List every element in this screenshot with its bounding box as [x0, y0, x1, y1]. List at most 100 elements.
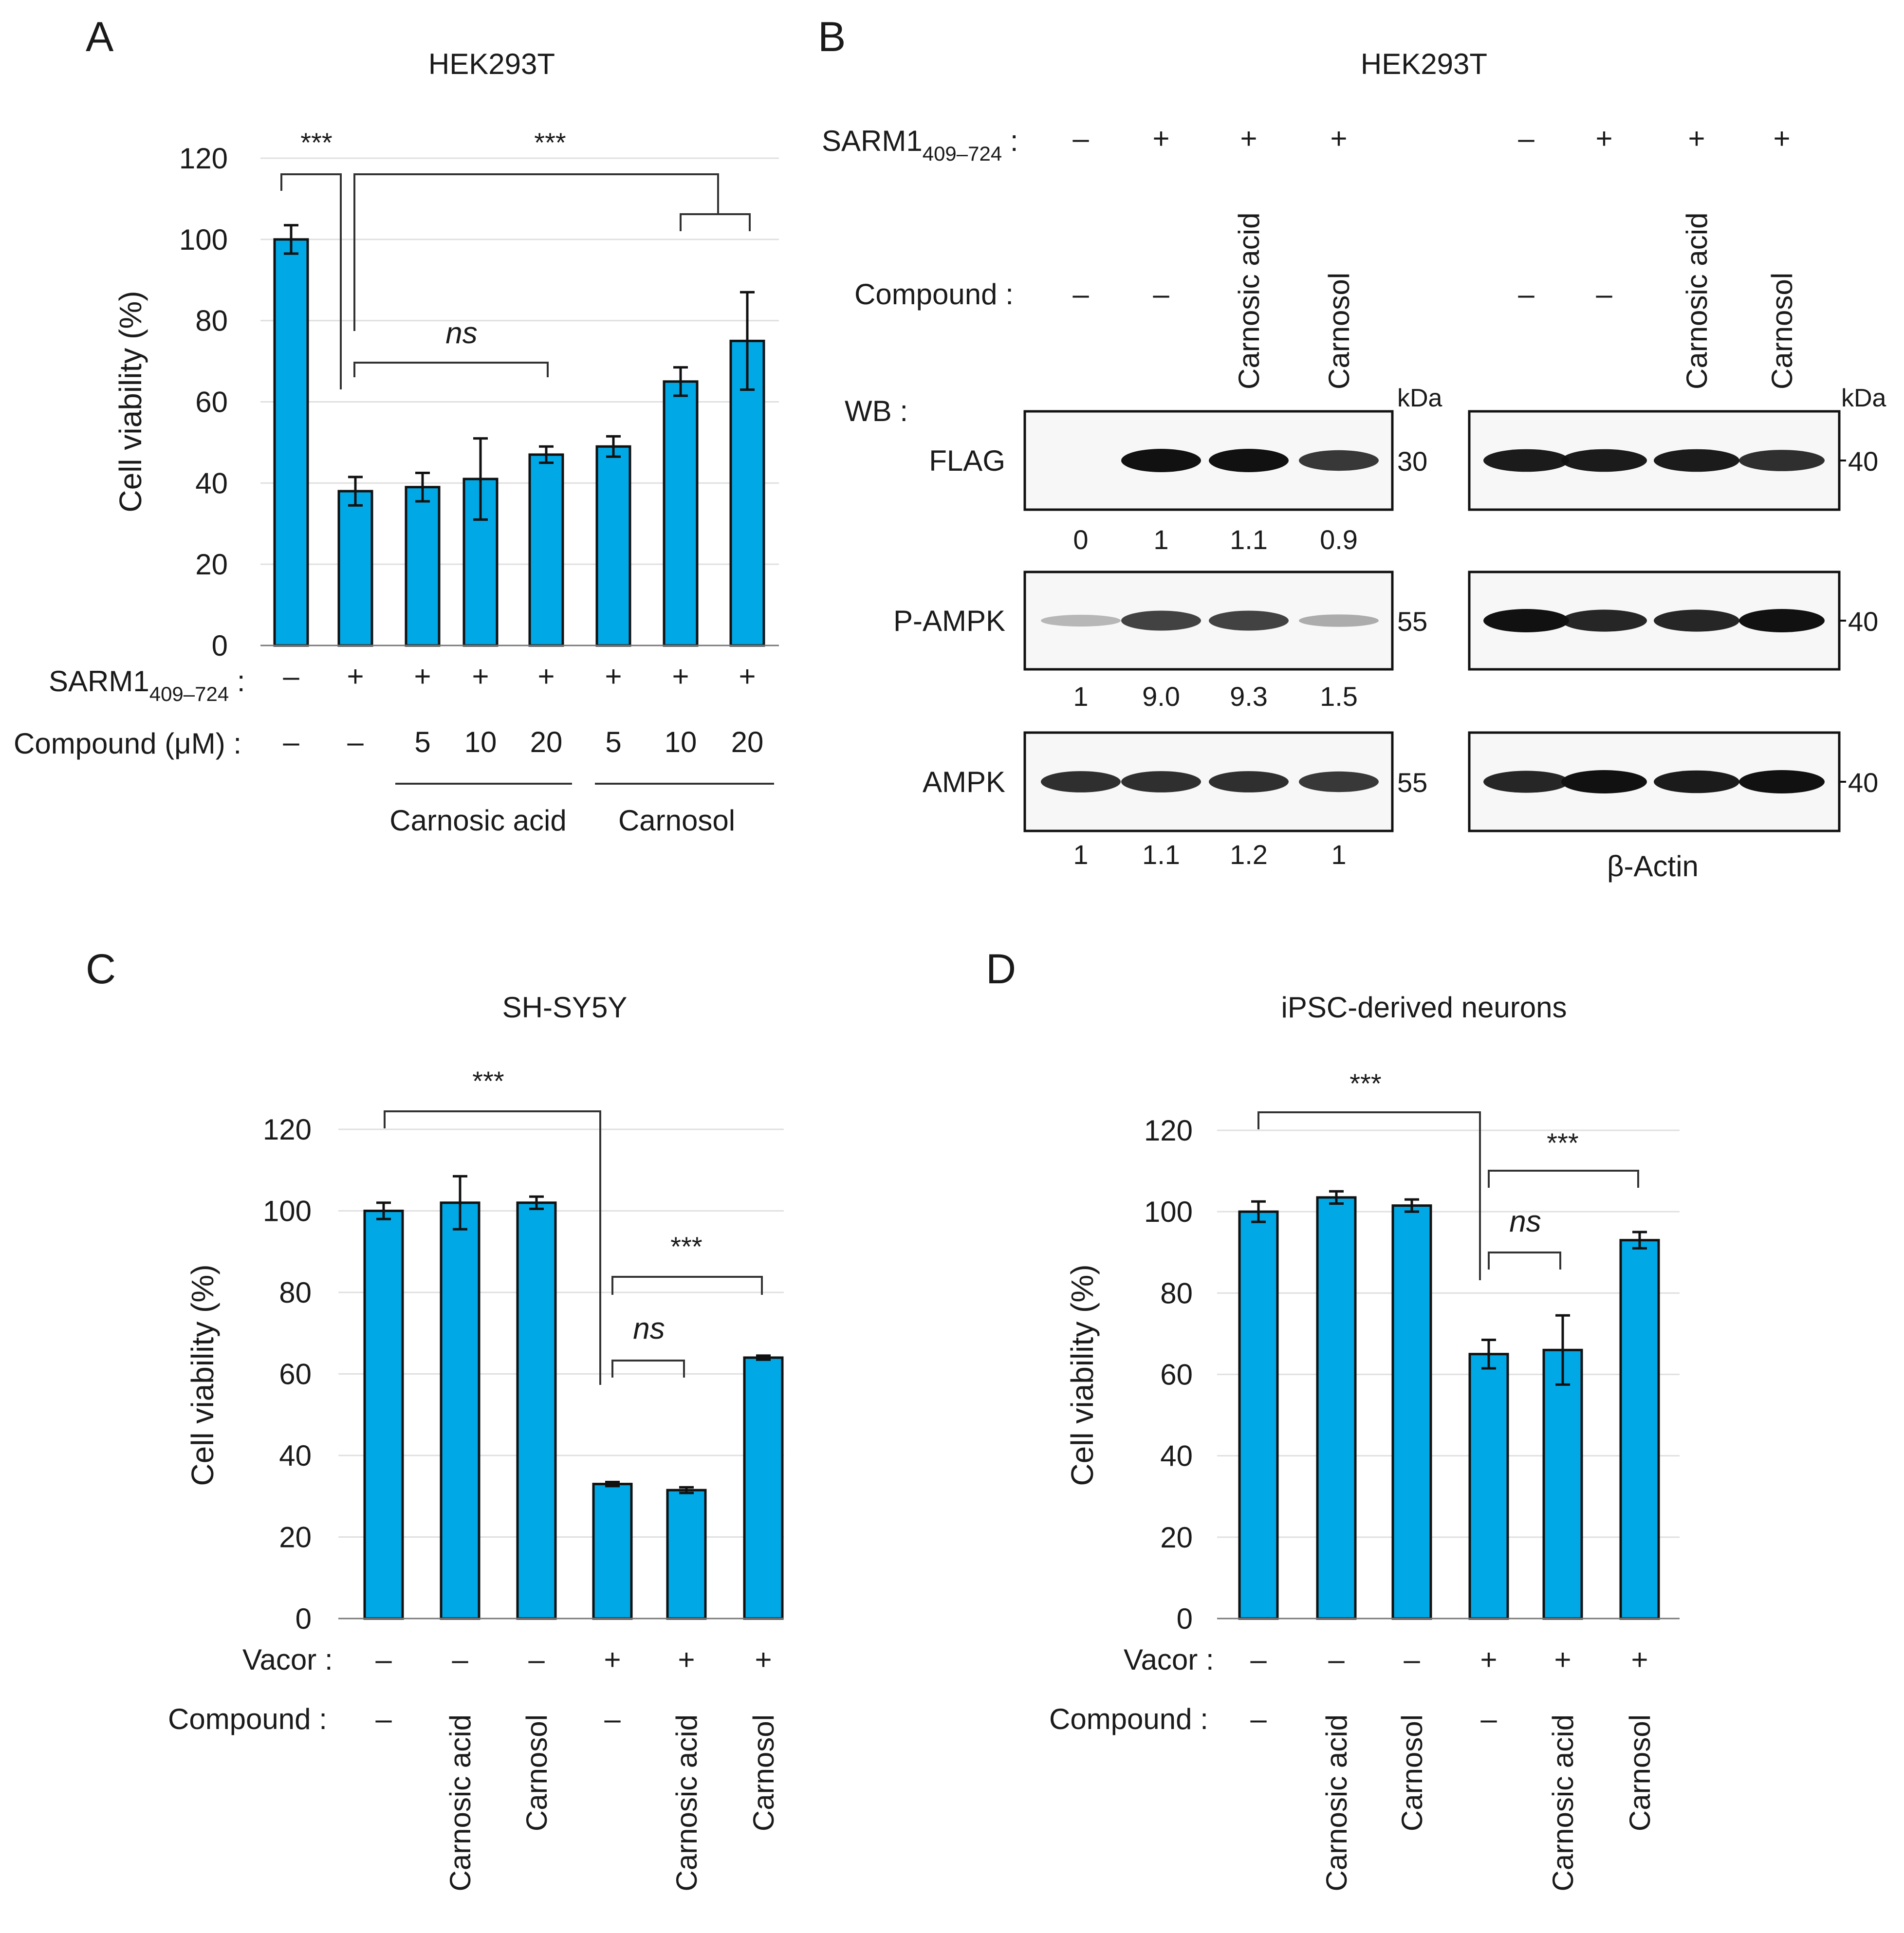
panel-c-bars — [363, 1201, 784, 1620]
panel-d-y-ticks: 0 20 40 60 80 100 120 — [1144, 1114, 1193, 1635]
panel-a-error-bar — [284, 224, 298, 255]
panel-d-error-bar — [1329, 1190, 1344, 1205]
panel-a-row-values: – + + + + + + + – – 5 10 20 5 10 20 — [283, 660, 763, 758]
panel-c-row-value: – — [528, 1643, 545, 1676]
panel-c-sig-2: *** — [670, 1231, 702, 1262]
panel-d-grid — [1217, 1129, 1680, 1538]
panel-d-y-tick-label: 60 — [1160, 1359, 1193, 1391]
panel-b-kda-value: 40 — [1848, 446, 1878, 477]
panel-a-row-value: + — [472, 660, 489, 693]
panel-b-kda-value: 40 — [1848, 606, 1878, 637]
panel-d-bar-chart: D iPSC-derived neurons Cell viability (%… — [986, 946, 1680, 1892]
panel-b-wb-label: WB : — [845, 395, 908, 427]
panel-d-title: iPSC-derived neurons — [1281, 991, 1567, 1024]
panel-d-row-value: – — [1328, 1643, 1345, 1676]
panel-b-sarm1-sign: + — [1773, 122, 1790, 155]
panel-a-row-value: + — [672, 660, 689, 693]
panel-b-kda-right: kDa — [1841, 384, 1886, 412]
panel-b-kda-value: 55 — [1397, 767, 1427, 798]
panel-d-row-value: Carnosol — [1396, 1714, 1428, 1831]
panel-a-bracket-2 — [353, 173, 719, 331]
panel-d-row-value: Carnosol — [1624, 1714, 1656, 1831]
panel-d-bar — [1619, 1239, 1660, 1620]
panel-a-sig-1: *** — [300, 127, 332, 158]
panel-c-row-value: + — [604, 1643, 621, 1676]
panel-b-sarm1-suffix: : — [1002, 125, 1018, 157]
panel-d-brackets — [1257, 1111, 1639, 1280]
panel-c-error-bar — [453, 1175, 467, 1231]
panel-c-sig-ns: ns — [633, 1312, 665, 1345]
panel-b-compound-name: Carnosol — [1766, 273, 1798, 389]
panel-c-error-bar — [605, 1480, 620, 1488]
panel-b-compound-name: Carnosic acid — [1681, 213, 1713, 390]
panel-d-row-value: + — [1554, 1643, 1571, 1676]
panel-b-quant-value: 1.1 — [1142, 839, 1180, 870]
panel-a-brackets — [280, 173, 751, 389]
panel-d-sig-2: *** — [1547, 1127, 1578, 1158]
panel-a-error-bar — [539, 445, 554, 464]
panel-b-compound-name: Carnosol — [1323, 273, 1355, 389]
panel-a-y-tick-label: 40 — [195, 467, 228, 499]
panel-d-bars — [1238, 1196, 1660, 1620]
panel-b-western-blot: B HEK293T SARM1409–724 : Compound : WB :… — [818, 14, 1886, 883]
panel-b-kda-left: kDa — [1397, 384, 1442, 412]
panel-d-error-bar — [1405, 1198, 1419, 1213]
panel-b-band — [1041, 614, 1121, 627]
panel-b-beta-actin-label: β-Actin — [1607, 850, 1699, 883]
panel-d-bracket-1 — [1257, 1111, 1481, 1280]
panel-b-quant-value: 1.2 — [1230, 839, 1268, 870]
panel-d-error-bar — [1632, 1231, 1647, 1250]
panel-b-band — [1561, 449, 1647, 472]
panel-d-vacor-label: Vacor : — [1124, 1643, 1214, 1676]
panel-b-band — [1739, 450, 1825, 471]
panel-b-kda-value: 30 — [1397, 446, 1427, 477]
panel-a-bar — [405, 486, 441, 647]
panel-d-bar — [1542, 1348, 1583, 1620]
panel-b-band — [1299, 614, 1379, 627]
panel-b-band — [1299, 771, 1379, 792]
panel-d-row-value: Carnosic acid — [1547, 1714, 1579, 1892]
panel-c-y-tick-label: 60 — [279, 1358, 312, 1391]
panel-b-band — [1041, 771, 1121, 792]
panel-a-y-axis-label: Cell viability (%) — [113, 291, 148, 512]
panel-c-row-value: + — [678, 1643, 695, 1676]
panel-a-bar — [595, 445, 631, 647]
panel-a-group-carnosol: Carnosol — [618, 804, 735, 837]
panel-b-band — [1121, 771, 1201, 792]
panel-b-quant-value: 1 — [1153, 524, 1168, 555]
panel-a-row-value: + — [739, 660, 756, 693]
panel-a-bracket-ns — [353, 362, 549, 377]
panel-b-quant-value: 0.9 — [1320, 524, 1358, 555]
panel-c-row-values: – – – + + + – Carnosic acid Carnosol – Carnosic ac… — [375, 1643, 780, 1892]
panel-c-bar — [516, 1201, 557, 1620]
panel-a-row-value: – — [283, 726, 299, 758]
panel-b-band — [1121, 610, 1201, 631]
panel-a-sarm1-label: SARM1409–724 : — [49, 665, 245, 705]
panel-a-error-bar — [415, 471, 430, 503]
panel-b-kda-value: 55 — [1397, 606, 1427, 637]
panel-d-letter: D — [986, 946, 1016, 993]
panel-a-row-value: + — [347, 660, 364, 693]
panel-c-y-tick-label: 40 — [279, 1439, 312, 1472]
panel-b-quant-value: 9.0 — [1142, 681, 1180, 712]
panel-b-blot-p-ampk — [1023, 571, 1394, 671]
panel-a-bar-chart: A HEK293T Cell viability (%) 0 20 40 60 80 10… — [14, 14, 779, 837]
panel-a-sarm1-subscript: 409–724 — [149, 682, 229, 705]
panel-b-lane-headers: – + + + – – Carnosic acid Carnosol – + + + – – Carnosi… — [1072, 122, 1798, 389]
panel-c-y-ticks: 0 20 40 60 80 100 120 — [263, 1113, 312, 1635]
panel-c-brackets — [384, 1110, 763, 1385]
panel-a-error-bar — [348, 476, 363, 507]
panel-c-row-value: Carnosic acid — [670, 1714, 703, 1892]
panel-c-sig-1: *** — [472, 1066, 504, 1096]
panel-d-bar — [1468, 1353, 1509, 1620]
panel-b-band — [1209, 449, 1289, 472]
panel-d-row-value: + — [1480, 1643, 1497, 1676]
panel-a-bar — [663, 380, 699, 647]
panel-c-y-tick-label: 100 — [263, 1195, 312, 1228]
panel-a-error-bar — [673, 366, 688, 397]
panel-a-row-value: + — [414, 660, 431, 693]
panel-c-y-tick-label: 120 — [263, 1113, 312, 1146]
panel-c-row-value: – — [375, 1643, 392, 1676]
panel-d-row-value: – — [1250, 1703, 1267, 1735]
panel-d-y-axis-label: Cell viability (%) — [1065, 1264, 1100, 1486]
